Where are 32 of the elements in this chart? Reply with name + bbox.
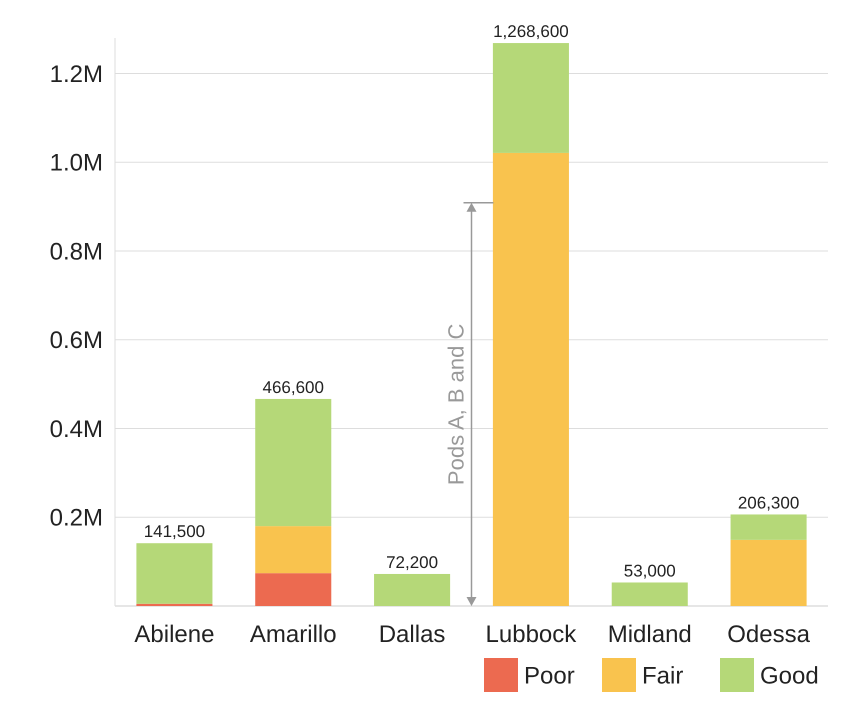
bar — [255, 526, 332, 574]
x-tick-label: Lubbock — [486, 621, 578, 648]
bar — [612, 582, 688, 606]
x-tick-label: Midland — [608, 621, 692, 648]
total-label: 1,268,600 — [493, 22, 569, 42]
bar — [136, 543, 212, 604]
legend-label: Fair — [642, 662, 684, 690]
y-tick-label: 0.6M — [50, 327, 103, 354]
bar — [730, 514, 807, 540]
total-label: 72,200 — [386, 552, 438, 572]
bar — [255, 573, 332, 606]
x-tick-label: Dallas — [378, 621, 446, 648]
total-label: 53,000 — [624, 561, 676, 580]
total-label: 466,600 — [262, 378, 324, 397]
y-tick-label: 0.4M — [50, 416, 103, 443]
total-label: 206,300 — [738, 493, 800, 512]
x-tick-label: Abilene — [134, 621, 214, 648]
bar — [492, 43, 569, 153]
bar — [492, 152, 569, 606]
annotation: Pods A, B and C — [444, 324, 468, 486]
legend-label: Poor — [524, 662, 575, 690]
bar — [255, 398, 332, 526]
y-tick-label: 1.2M — [50, 60, 103, 88]
bar — [730, 540, 807, 606]
x-tick-label: Amarillo — [250, 621, 337, 648]
total-label: 141,500 — [144, 522, 206, 542]
y-tick-label: 0.2M — [50, 504, 103, 532]
y-tick-label: 1.0M — [50, 150, 103, 177]
bar — [374, 574, 450, 606]
y-tick-label: 0.8M — [50, 238, 103, 266]
legend-label: Good — [760, 662, 819, 690]
x-tick-label: Odessa — [727, 621, 811, 648]
